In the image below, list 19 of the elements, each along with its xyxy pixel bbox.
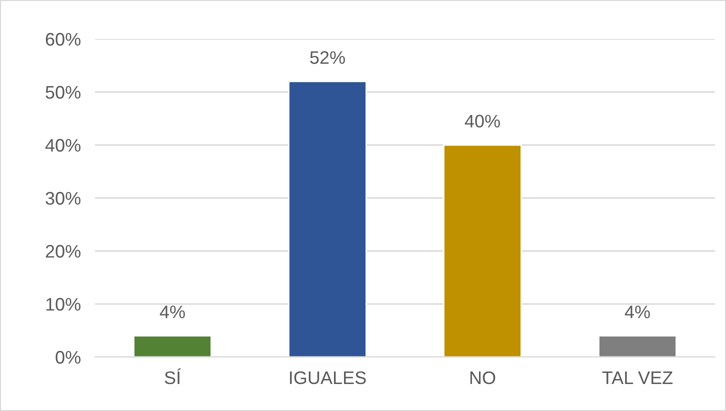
data-label: 4% bbox=[624, 306, 650, 318]
data-label: 4% bbox=[160, 306, 185, 318]
y-tick-label: 40% bbox=[45, 138, 80, 152]
x-tick-label: TAL VEZ bbox=[602, 372, 673, 384]
x-tick-label: NO bbox=[470, 371, 496, 384]
data-label: 40% bbox=[464, 114, 500, 128]
x-tick-label: IGUALES bbox=[290, 371, 366, 384]
x-tick-label: SÍ bbox=[164, 368, 181, 384]
bar bbox=[598, 335, 677, 357]
y-tick-label: 50% bbox=[46, 86, 80, 99]
y-tick-label: 60% bbox=[46, 32, 80, 46]
y-tick-label: 10% bbox=[46, 298, 80, 311]
bar bbox=[288, 80, 367, 357]
y-tick-label: 0% bbox=[56, 350, 80, 364]
bar bbox=[443, 144, 522, 357]
y-tick-label: 20% bbox=[46, 244, 80, 258]
data-label: 52% bbox=[310, 51, 345, 64]
y-tick-label: 30% bbox=[46, 192, 80, 205]
bar bbox=[133, 335, 212, 357]
